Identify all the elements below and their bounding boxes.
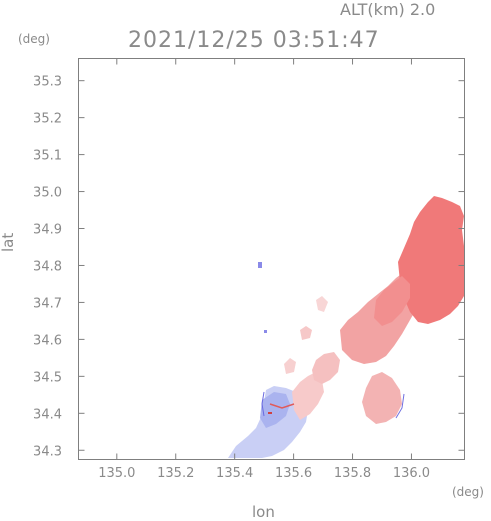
x-tick-label: 135.4 [216,466,253,481]
y-tick-label: 34.7 [33,296,62,311]
y-tick-label: 34.5 [33,370,62,385]
y-axis-unit: (deg) [18,32,50,46]
y-tick-label: 35.0 [33,186,62,201]
blue-edge [261,391,265,417]
blue-speck-2 [264,330,267,333]
pale-echo-mid [316,296,328,312]
strong-echo-tongue [374,276,410,326]
y-tick-label: 34.8 [33,259,62,274]
timestamp-title: 2021/12/25 03:51:47 [128,28,380,53]
x-tick-label: 135.6 [275,466,312,481]
pale-echo-west [284,358,296,374]
x-tick-label: 135.8 [334,466,371,481]
x-tick-label: 135.2 [157,466,194,481]
precipitation-field [228,196,464,458]
x-tick-label: 135.0 [98,466,135,481]
y-tick-label: 35.1 [33,149,62,164]
pale-echo-small [300,326,312,340]
x-axis-ticks: 135.0 135.2 135.4 135.6 135.8 136.0 [98,58,430,481]
red-speck [268,412,272,414]
pale-echo-north [312,352,340,384]
plot-frame [78,58,465,460]
y-tick-label: 34.9 [33,223,62,238]
y-tick-label: 35.2 [33,112,62,127]
y-axis-ticks: 34.3 34.4 34.5 34.6 34.7 34.8 34.9 35.0 35.1 35.2… [33,75,465,459]
strong-echo-region [398,196,464,324]
x-axis-title: lon [252,503,275,521]
y-tick-label: 35.3 [33,75,62,90]
x-axis-unit: (deg) [452,485,484,499]
x-tick-label: 136.0 [393,466,430,481]
pale-echo-region [292,372,324,420]
blue-echo-core [260,392,290,428]
altitude-label: ALT(km) 2.0 [340,0,436,19]
blue-edge-2 [395,393,405,419]
pale-echo-southeast [362,372,402,424]
blue-speck [258,262,262,268]
y-tick-label: 34.6 [33,333,62,348]
y-tick-label: 34.3 [33,444,62,459]
red-edge [269,403,295,409]
y-tick-label: 34.4 [33,407,62,422]
